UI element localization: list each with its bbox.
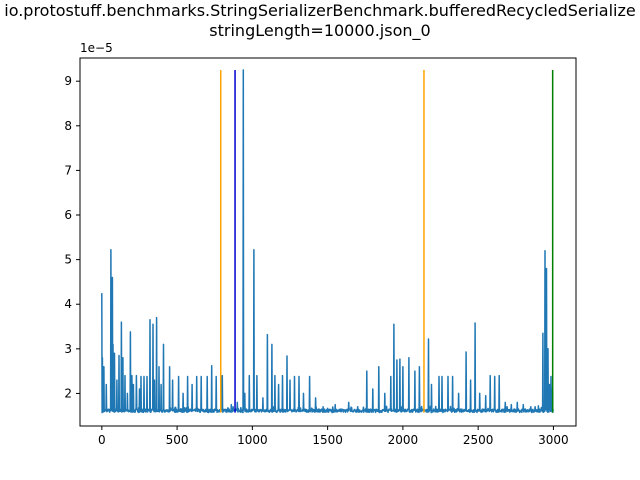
x-tick-label: 0: [98, 433, 106, 447]
x-tick-label: 500: [166, 433, 189, 447]
y-tick-label: 4: [64, 297, 72, 311]
y-tick-label: 6: [64, 208, 72, 222]
y-offset-label: 1e−5: [80, 41, 113, 55]
y-tick-label: 2: [64, 386, 72, 400]
x-tick-label: 2000: [388, 433, 419, 447]
series-line-0: [101, 69, 554, 414]
y-tick-label: 8: [64, 119, 72, 133]
y-tick-label: 7: [64, 163, 72, 177]
x-tick-label: 1000: [237, 433, 268, 447]
x-tick-label: 2500: [463, 433, 494, 447]
plot-area: [101, 69, 554, 414]
axis-ticks: 0 500 1000 1500 2000 2500 3000 2 3 4 5 6 7 8 9: [64, 74, 568, 447]
chart-title-line-1: io.protostuff.benchmarks.StringSerialize…: [4, 1, 635, 20]
y-tick-label: 5: [64, 253, 72, 267]
y-tick-label: 3: [64, 342, 72, 356]
x-tick-label: 3000: [538, 433, 569, 447]
x-tick-label: 1500: [312, 433, 343, 447]
y-tick-label: 9: [64, 74, 72, 88]
chart-title-line-2: stringLength=10000.json_0: [209, 21, 430, 41]
